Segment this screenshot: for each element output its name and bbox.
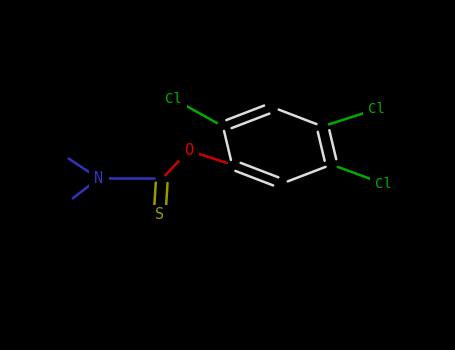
- Text: Cl: Cl: [369, 102, 385, 116]
- FancyBboxPatch shape: [89, 168, 109, 189]
- FancyBboxPatch shape: [364, 99, 390, 119]
- FancyBboxPatch shape: [160, 88, 187, 109]
- Text: N: N: [94, 171, 103, 186]
- Text: S: S: [155, 208, 164, 223]
- Text: Cl: Cl: [375, 177, 392, 191]
- Text: Cl: Cl: [165, 92, 182, 106]
- FancyBboxPatch shape: [150, 205, 170, 225]
- Text: O: O: [184, 143, 194, 158]
- FancyBboxPatch shape: [179, 140, 199, 161]
- FancyBboxPatch shape: [370, 174, 397, 194]
